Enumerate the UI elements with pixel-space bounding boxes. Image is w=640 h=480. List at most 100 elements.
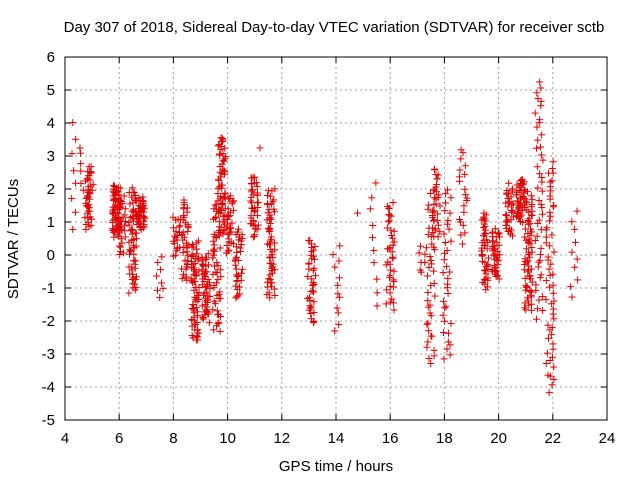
data-point [156, 293, 164, 301]
data-point [528, 306, 536, 314]
data-point [494, 272, 502, 280]
data-point [212, 279, 220, 287]
data-point [264, 187, 272, 195]
data-point [180, 213, 188, 221]
data-point [129, 270, 137, 278]
data-point [521, 233, 529, 241]
data-point [129, 242, 137, 250]
data-point [427, 282, 435, 290]
data-point [209, 247, 217, 255]
data-point [538, 204, 546, 212]
data-point [126, 213, 134, 221]
data-point [199, 260, 207, 268]
data-point [85, 201, 93, 209]
data-point [421, 250, 429, 258]
data-point [522, 245, 530, 253]
data-point [253, 189, 261, 197]
data-point [546, 208, 554, 216]
data-point [535, 296, 543, 304]
data-point [269, 254, 277, 262]
data-point [442, 199, 450, 207]
data-point [549, 158, 557, 166]
data-point [548, 353, 556, 361]
data-point [217, 173, 225, 181]
data-point [369, 222, 377, 230]
data-point [571, 238, 579, 246]
data-point [191, 267, 199, 275]
data-point [307, 275, 315, 283]
data-point [388, 295, 396, 303]
data-point [534, 95, 542, 103]
data-point [224, 205, 232, 213]
data-point [270, 239, 278, 247]
data-point [69, 225, 77, 233]
data-point [206, 293, 214, 301]
data-point [180, 196, 188, 204]
data-point [307, 315, 315, 323]
data-point [525, 215, 533, 223]
data-point [264, 224, 272, 232]
data-point [523, 206, 531, 214]
data-point [206, 285, 214, 293]
data-point [310, 298, 318, 306]
data-point [118, 239, 126, 247]
data-point [426, 301, 434, 309]
data-point [383, 224, 391, 232]
data-point [528, 207, 536, 215]
data-point [120, 192, 128, 200]
data-point [523, 284, 531, 292]
data-point [132, 229, 140, 237]
data-point [447, 194, 455, 202]
data-point [236, 244, 244, 252]
data-point [192, 269, 200, 277]
data-point [549, 289, 557, 297]
data-point [504, 216, 512, 224]
data-point [491, 225, 499, 233]
data-point [267, 283, 275, 291]
data-point [549, 270, 557, 278]
data-point [389, 199, 397, 207]
data-point [484, 274, 492, 282]
data-point [509, 200, 517, 208]
data-point [444, 275, 452, 283]
data-point [179, 249, 187, 257]
data-point [210, 297, 218, 305]
data-point [521, 255, 529, 263]
data-point [432, 188, 440, 196]
data-point [386, 289, 394, 297]
data-point [225, 246, 233, 254]
data-point [443, 345, 451, 353]
data-point [550, 315, 558, 323]
data-point [481, 229, 489, 237]
data-point [545, 283, 553, 291]
data-point [251, 231, 259, 239]
data-point [266, 219, 274, 227]
data-point [215, 177, 223, 185]
data-point [390, 306, 398, 314]
data-point [210, 241, 218, 249]
data-point [267, 215, 275, 223]
data-point [385, 211, 393, 219]
data-point [157, 266, 165, 274]
data-point [218, 207, 226, 215]
data-point [184, 221, 192, 229]
data-point [389, 241, 397, 249]
data-point [210, 205, 218, 213]
data-point [441, 238, 449, 246]
data-point [251, 204, 259, 212]
data-point [220, 167, 228, 175]
data-point [546, 178, 554, 186]
data-point [116, 243, 124, 251]
data-point [518, 176, 526, 184]
data-point [130, 274, 138, 282]
data-point [514, 210, 522, 218]
data-point [110, 195, 118, 203]
data-point [522, 198, 530, 206]
data-point [543, 224, 551, 232]
data-point [509, 232, 517, 240]
data-point [191, 259, 199, 267]
data-point [568, 248, 576, 256]
data-point [268, 263, 276, 271]
data-point [221, 144, 229, 152]
data-point [128, 266, 136, 274]
